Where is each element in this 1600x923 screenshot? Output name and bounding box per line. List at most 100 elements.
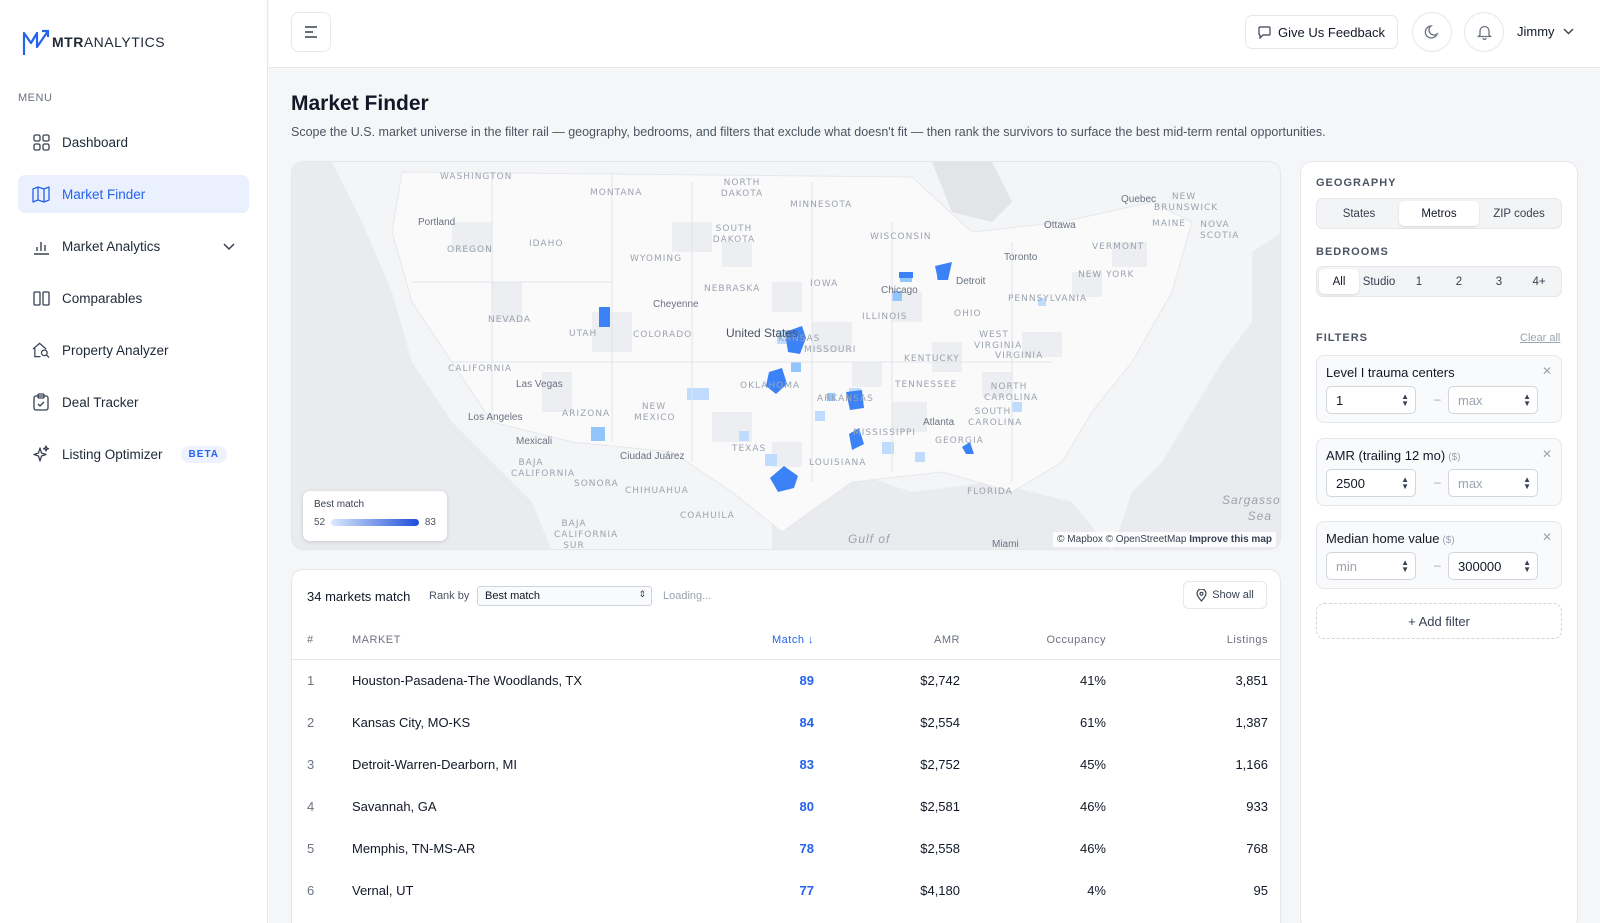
table-row[interactable]: 4 Savannah, GA 80 $2,581 46% 933 <box>292 785 1282 827</box>
filter-unit: ($) <box>1448 452 1461 463</box>
map-state-label: VIRGINIA <box>995 351 1044 361</box>
map-state-label: SOUTH CAROLINA <box>968 407 1023 428</box>
row-market: Houston-Pasadena-The Woodlands, TX <box>352 672 583 688</box>
rank-by-select[interactable]: Best match ⇕ <box>477 586 652 606</box>
sidebar-item-deal-tracker[interactable]: Deal Tracker <box>18 383 249 421</box>
row-rank: 1 <box>307 672 315 688</box>
bedroom-option-studio[interactable]: Studio <box>1362 275 1396 288</box>
theme-toggle-button[interactable] <box>1412 12 1452 52</box>
map-state-label: KENTUCKY <box>904 354 960 364</box>
show-all-button[interactable]: Show all <box>1183 581 1267 609</box>
attribution-text: © Mapbox © OpenStreetMap <box>1057 534 1187 545</box>
geography-option-zip-codes[interactable]: ZIP codes <box>1493 207 1545 220</box>
sidebar-item-market-finder[interactable]: Market Finder <box>18 175 249 213</box>
menu-toggle-button[interactable] <box>291 12 331 52</box>
bedroom-option-all[interactable]: All <box>1319 269 1359 294</box>
stepper-icon[interactable]: ▲ ▼ <box>1401 558 1409 574</box>
sidebar-item-label: Market Finder <box>62 186 146 202</box>
stepper-icon[interactable]: ▲ ▼ <box>1401 392 1409 408</box>
rank-by-value: Best match <box>485 590 541 602</box>
filter-min-input[interactable]: 2500 ▲ ▼ <box>1326 469 1416 497</box>
sidebar-item-label: Comparables <box>62 290 143 306</box>
filter-max-input[interactable]: max ▲ ▼ <box>1448 386 1538 414</box>
remove-filter-icon[interactable]: ✕ <box>1541 364 1552 378</box>
map-state-label: OREGON <box>447 245 493 255</box>
map-state-label: MONTANA <box>590 188 643 198</box>
map-state-label: MISSOURI <box>804 345 857 355</box>
table-row[interactable]: 1 Houston-Pasadena-The Woodlands, TX 89 … <box>292 659 1282 701</box>
map-city-label: Mexicali <box>516 436 553 447</box>
grid-icon <box>32 133 50 151</box>
table-row[interactable]: 6 Vernal, UT 77 $4,180 4% 95 <box>292 869 1282 911</box>
range-dash: – <box>1434 558 1441 572</box>
row-occupancy: 46% <box>1079 798 1106 814</box>
table-row[interactable]: 5 Memphis, TN-MS-AR 78 $2,558 46% 768 <box>292 827 1282 869</box>
map-state-label: IOWA <box>810 279 839 289</box>
filters-heading: FILTERS <box>1316 332 1369 344</box>
geography-option-metros[interactable]: Metros <box>1399 201 1479 226</box>
stepper-icon[interactable]: ▲ ▼ <box>1401 475 1409 491</box>
loading-status: Loading... <box>663 590 712 602</box>
chevron-down-icon[interactable] <box>223 239 235 254</box>
column-header-match[interactable]: Match ↓ <box>652 621 814 660</box>
bedroom-option-3[interactable]: 3 <box>1495 275 1503 288</box>
location-pin-icon <box>1196 588 1207 602</box>
filter-max-input[interactable]: max ▲ ▼ <box>1448 469 1538 497</box>
page-description: Scope the U.S. market universe in the fi… <box>291 125 1326 139</box>
app-logo[interactable]: MTRANALYTICS <box>22 27 165 57</box>
sidebar-item-property-analyzer[interactable]: Property Analyzer <box>18 331 249 369</box>
table-row[interactable]: 2 Kansas City, MO-KS 84 $2,554 61% 1,387 <box>292 701 1282 743</box>
map-city-label: Ciudad Juárez <box>620 451 685 462</box>
row-market: Vernal, UT <box>352 882 414 898</box>
bedroom-option-4plus[interactable]: 4+ <box>1532 275 1546 288</box>
column-header-market[interactable]: MARKET <box>352 621 652 660</box>
chevron-down-icon <box>1563 28 1574 35</box>
geography-heading: GEOGRAPHY <box>1316 177 1397 189</box>
stepper-icon[interactable]: ▲ ▼ <box>1523 392 1531 408</box>
map-state-label: COLORADO <box>633 330 693 340</box>
stepper-icon[interactable]: ▲ ▼ <box>1523 475 1531 491</box>
map-state-label: TENNESSEE <box>895 380 958 390</box>
filter-rail: GEOGRAPHY States Metros ZIP codes BEDROO… <box>1300 161 1578 923</box>
notifications-button[interactable] <box>1464 12 1504 52</box>
markets-table: # MARKET Match ↓ AMR Occupancy Listings … <box>292 621 1282 911</box>
improve-map-link[interactable]: Improve this map <box>1189 534 1272 545</box>
geography-option-states[interactable]: States <box>1342 207 1376 220</box>
user-menu[interactable]: Jimmy <box>1517 24 1574 39</box>
bedroom-option-2[interactable]: 2 <box>1455 275 1463 288</box>
row-match: 78 <box>799 840 814 856</box>
bedroom-option-1[interactable]: 1 <box>1415 275 1423 288</box>
map-state-label: CHIHUAHUA <box>625 486 689 496</box>
columns-icon <box>32 289 50 307</box>
filter-max-input[interactable]: 300000 ▲ ▼ <box>1448 552 1538 580</box>
table-row[interactable]: 3 Detroit-Warren-Dearborn, MI 83 $2,752 … <box>292 743 1282 785</box>
legend-gradient <box>331 519 419 526</box>
sidebar-item-listing-optimizer[interactable]: Listing Optimizer BETA <box>18 435 249 473</box>
sidebar-item-market-analytics[interactable]: Market Analytics <box>18 227 249 265</box>
column-header-occupancy[interactable]: Occupancy <box>960 621 1106 660</box>
sidebar-nav: Dashboard Market Finder Market Analytics… <box>18 123 249 487</box>
map-city-label: Quebec <box>1121 194 1157 205</box>
sidebar-item-comparables[interactable]: Comparables <box>18 279 249 317</box>
sidebar-item-dashboard[interactable]: Dashboard <box>18 123 249 161</box>
clear-all-link[interactable]: Clear all <box>1520 332 1561 344</box>
add-filter-button[interactable]: + Add filter <box>1316 603 1562 639</box>
sidebar-item-label: Deal Tracker <box>62 394 139 410</box>
map-city-label: Portland <box>418 217 456 228</box>
row-listings: 3,851 <box>1235 672 1268 688</box>
row-occupancy: 41% <box>1079 672 1106 688</box>
column-header-listings[interactable]: Listings <box>1106 621 1282 660</box>
bar-chart-icon <box>32 237 50 255</box>
market-map[interactable]: WASHINGTON MONTANA NORTH DAKOTA SOUTH DA… <box>291 161 1281 550</box>
remove-filter-icon[interactable]: ✕ <box>1541 447 1552 461</box>
give-feedback-button[interactable]: Give Us Feedback <box>1245 15 1398 49</box>
filter-min-input[interactable]: 1 ▲ ▼ <box>1326 386 1416 414</box>
filter-min-input[interactable]: min ▲ ▼ <box>1326 552 1416 580</box>
map-canvas[interactable] <box>292 162 1281 550</box>
column-header-amr[interactable]: AMR <box>814 621 960 660</box>
remove-filter-icon[interactable]: ✕ <box>1541 530 1552 544</box>
stepper-icon[interactable]: ▲ ▼ <box>1523 558 1531 574</box>
row-rank: 6 <box>307 882 315 898</box>
row-amr: $2,558 <box>920 840 960 856</box>
map-state-label: IDAHO <box>529 239 564 249</box>
